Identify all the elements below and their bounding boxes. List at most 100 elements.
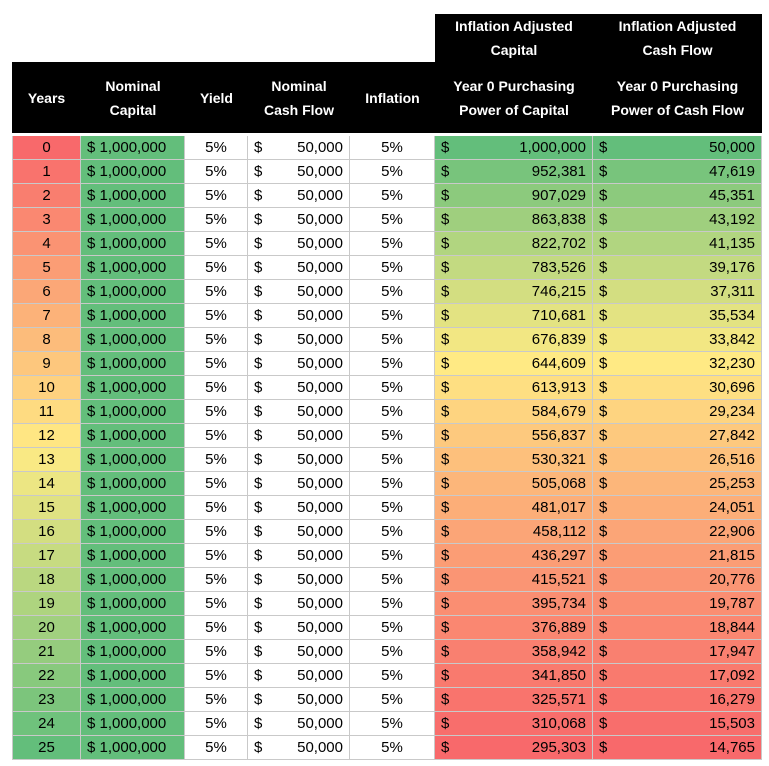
adjusted-cash-flow-value: 16,279 <box>709 691 755 708</box>
currency-symbol: $ <box>254 691 263 708</box>
inflation-cell: 5% <box>350 160 435 184</box>
nominal-cash-flow-value: 50,000 <box>297 211 343 228</box>
currency-symbol: $ <box>441 139 450 156</box>
inflation-cell: 5% <box>350 664 435 688</box>
adjusted-cash-flow-cell: $22,906 <box>593 520 762 544</box>
table-row: 6 $ 1,000,000 5% $50,000 5% $746,215 $37,311 <box>12 280 762 304</box>
nominal-cash-flow-value: 50,000 <box>297 427 343 444</box>
adjusted-cash-flow-value: 45,351 <box>709 187 755 204</box>
table-row: 15 $ 1,000,000 5% $50,000 5% $481,017 $24,051 <box>12 496 762 520</box>
currency-symbol: $ <box>599 643 608 660</box>
nominal-cash-flow-cell: $50,000 <box>248 280 350 304</box>
adjusted-cash-flow-value: 21,815 <box>709 547 755 564</box>
adjusted-capital-cell: $676,839 <box>435 328 593 352</box>
nominal-capital-value: $ 1,000,000 <box>87 667 167 684</box>
currency-symbol: $ <box>599 403 608 420</box>
inflation-cell: 5% <box>350 232 435 256</box>
adjusted-capital-value: 1,000,000 <box>519 139 586 156</box>
adjusted-capital-cell: $415,521 <box>435 568 593 592</box>
nominal-capital-cell: $ 1,000,000 <box>81 616 185 640</box>
adjusted-capital-cell: $584,679 <box>435 400 593 424</box>
nominal-cash-flow-value: 50,000 <box>297 739 343 756</box>
header-nominal-cash-flow: Nominal Cash Flow <box>263 77 334 118</box>
adjusted-cash-flow-value: 37,311 <box>710 283 755 300</box>
adjusted-cash-flow-value: 15,503 <box>709 715 755 732</box>
adjusted-cash-flow-cell: $20,776 <box>593 568 762 592</box>
nominal-cash-flow-value: 50,000 <box>297 379 343 396</box>
adjusted-cash-flow-value: 26,516 <box>709 451 755 468</box>
nominal-cash-flow-cell: $50,000 <box>248 568 350 592</box>
currency-symbol: $ <box>441 235 450 252</box>
currency-symbol: $ <box>599 163 608 180</box>
adjusted-cash-flow-value: 47,619 <box>709 163 755 180</box>
currency-symbol: $ <box>599 187 608 204</box>
nominal-capital-cell: $ 1,000,000 <box>81 472 185 496</box>
adjusted-capital-value: 341,850 <box>531 667 586 684</box>
adjusted-cash-flow-value: 17,092 <box>709 667 755 684</box>
adjusted-capital-value: 358,942 <box>531 643 586 660</box>
currency-symbol: $ <box>599 427 608 444</box>
nominal-cash-flow-value: 50,000 <box>297 523 343 540</box>
currency-symbol: $ <box>254 499 263 516</box>
table-row: 4 $ 1,000,000 5% $50,000 5% $822,702 $41,135 <box>12 232 762 256</box>
inflation-cell: 5% <box>350 424 435 448</box>
adjusted-capital-value: 395,734 <box>531 595 586 612</box>
currency-symbol: $ <box>599 715 608 732</box>
nominal-cash-flow-value: 50,000 <box>297 475 343 492</box>
header-inflation: Inflation <box>365 89 420 106</box>
currency-symbol: $ <box>441 667 450 684</box>
currency-symbol: $ <box>254 715 263 732</box>
year-cell: 22 <box>12 664 81 688</box>
nominal-capital-value: $ 1,000,000 <box>87 571 167 588</box>
adjusted-cash-flow-cell: $41,135 <box>593 232 762 256</box>
yield-cell: 5% <box>185 520 248 544</box>
adjusted-cash-flow-cell: $25,253 <box>593 472 762 496</box>
nominal-capital-cell: $ 1,000,000 <box>81 184 185 208</box>
nominal-cash-flow-cell: $50,000 <box>248 184 350 208</box>
nominal-cash-flow-value: 50,000 <box>297 187 343 204</box>
year-cell: 15 <box>12 496 81 520</box>
adjusted-cash-flow-cell: $32,230 <box>593 352 762 376</box>
nominal-capital-value: $ 1,000,000 <box>87 547 167 564</box>
year-cell: 25 <box>12 736 81 760</box>
inflation-cell: 5% <box>350 352 435 376</box>
nominal-cash-flow-value: 50,000 <box>297 451 343 468</box>
yield-cell: 5% <box>185 352 248 376</box>
nominal-capital-cell: $ 1,000,000 <box>81 448 185 472</box>
adjusted-cash-flow-value: 33,842 <box>709 331 755 348</box>
adjusted-capital-value: 376,889 <box>531 619 586 636</box>
nominal-capital-cell: $ 1,000,000 <box>81 328 185 352</box>
yield-cell: 5% <box>185 568 248 592</box>
adjusted-capital-value: 295,303 <box>531 739 586 756</box>
inflation-cell: 5% <box>350 136 435 160</box>
nominal-capital-cell: $ 1,000,000 <box>81 664 185 688</box>
currency-symbol: $ <box>254 235 263 252</box>
adjusted-cash-flow-value: 14,765 <box>709 739 755 756</box>
table-row: 8 $ 1,000,000 5% $50,000 5% $676,839 $33,842 <box>12 328 762 352</box>
currency-symbol: $ <box>254 331 263 348</box>
adjusted-cash-flow-cell: $33,842 <box>593 328 762 352</box>
nominal-cash-flow-cell: $50,000 <box>248 160 350 184</box>
adjusted-cash-flow-cell: $19,787 <box>593 592 762 616</box>
yield-cell: 5% <box>185 472 248 496</box>
table-row: 2 $ 1,000,000 5% $50,000 5% $907,029 $45,351 <box>12 184 762 208</box>
nominal-capital-value: $ 1,000,000 <box>87 283 167 300</box>
nominal-cash-flow-cell: $50,000 <box>248 472 350 496</box>
adjusted-capital-cell: $436,297 <box>435 544 593 568</box>
nominal-capital-cell: $ 1,000,000 <box>81 304 185 328</box>
currency-symbol: $ <box>254 475 263 492</box>
year-cell: 19 <box>12 592 81 616</box>
year-cell: 8 <box>12 328 81 352</box>
nominal-capital-cell: $ 1,000,000 <box>81 688 185 712</box>
table-row: 5 $ 1,000,000 5% $50,000 5% $783,526 $39,176 <box>12 256 762 280</box>
currency-symbol: $ <box>254 403 263 420</box>
year-cell: 11 <box>12 400 81 424</box>
adjusted-cash-flow-cell: $47,619 <box>593 160 762 184</box>
nominal-cash-flow-value: 50,000 <box>297 163 343 180</box>
nominal-cash-flow-value: 50,000 <box>297 355 343 372</box>
table-row: 10 $ 1,000,000 5% $50,000 5% $613,913 $30,696 <box>12 376 762 400</box>
nominal-capital-value: $ 1,000,000 <box>87 163 167 180</box>
nominal-cash-flow-cell: $50,000 <box>248 640 350 664</box>
currency-symbol: $ <box>254 667 263 684</box>
currency-symbol: $ <box>254 427 263 444</box>
